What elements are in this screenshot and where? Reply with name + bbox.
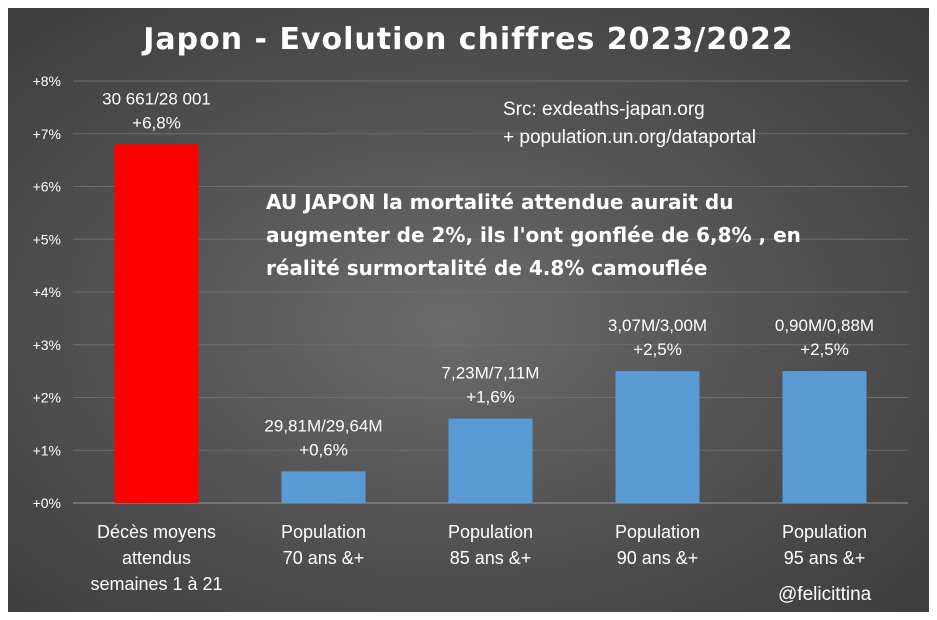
chart-frame: +0% +1% +2% +3% +4% +5% +6% +7% +8% 30 661/28 001… bbox=[8, 8, 929, 612]
bar bbox=[782, 371, 867, 503]
y-tick-label: +4% bbox=[33, 284, 61, 300]
y-tick-label: +0% bbox=[33, 495, 61, 511]
annotation-line: AU JAPON la mortalité attendue aurait du bbox=[266, 190, 734, 214]
x-tick-label: attendus bbox=[122, 548, 191, 568]
author-handle: @felicittina bbox=[778, 584, 872, 605]
annotation-line: augmenter de 2%, ils l'ont gonflée de 6,… bbox=[266, 223, 801, 247]
data-label: +2,5% bbox=[800, 340, 849, 359]
x-tick-label: Population bbox=[281, 522, 366, 542]
x-tick-label: Population bbox=[615, 522, 700, 542]
chart-title: Japon - Evolution chiffres 2023/2022 bbox=[143, 22, 794, 57]
bar-chart: +0% +1% +2% +3% +4% +5% +6% +7% +8% 30 661/28 001… bbox=[33, 73, 908, 594]
source-line: + population.un.org/dataportal bbox=[503, 127, 757, 148]
y-tick-label: +8% bbox=[33, 73, 61, 89]
x-tick-label: Population bbox=[782, 522, 867, 542]
y-tick-label: +6% bbox=[33, 179, 61, 195]
data-label: +6,8% bbox=[132, 113, 181, 132]
y-tick-label: +3% bbox=[33, 337, 61, 353]
source-note: Src: exdeaths-japan.org + population.un.… bbox=[503, 96, 756, 152]
data-label: 30 661/28 001 bbox=[102, 89, 211, 108]
data-label: +0,6% bbox=[299, 440, 348, 459]
bar bbox=[615, 371, 700, 503]
y-tick-label: +7% bbox=[33, 126, 61, 142]
annotation-text: AU JAPON la mortalité attendue aurait du… bbox=[266, 186, 906, 285]
y-tick-label: +1% bbox=[33, 442, 61, 458]
data-label: 0,90M/0,88M bbox=[775, 316, 874, 335]
bar bbox=[281, 471, 366, 503]
y-tick-label: +2% bbox=[33, 390, 61, 406]
source-line: Src: exdeaths-japan.org bbox=[503, 99, 705, 120]
data-label: +2,5% bbox=[633, 340, 682, 359]
bar-highlight bbox=[114, 144, 199, 504]
x-tick-label: 70 ans &+ bbox=[283, 548, 365, 568]
annotation-line: réalité surmortalité de 4.8% camouflée bbox=[266, 256, 708, 280]
x-tick-label: 85 ans &+ bbox=[450, 548, 532, 568]
bar bbox=[448, 418, 533, 503]
data-label: 3,07M/3,00M bbox=[608, 316, 707, 335]
x-tick-label: Décès moyens bbox=[97, 522, 216, 542]
x-tick-label: 95 ans &+ bbox=[784, 548, 866, 568]
y-tick-label: +5% bbox=[33, 231, 61, 247]
x-tick-label: semaines 1 à 21 bbox=[90, 574, 222, 594]
x-tick-label: Population bbox=[448, 522, 533, 542]
data-label: +1,6% bbox=[466, 388, 515, 407]
x-tick-label: 90 ans &+ bbox=[617, 548, 699, 568]
data-label: 7,23M/7,11M bbox=[442, 364, 540, 383]
data-label: 29,81M/29,64M bbox=[264, 416, 382, 435]
